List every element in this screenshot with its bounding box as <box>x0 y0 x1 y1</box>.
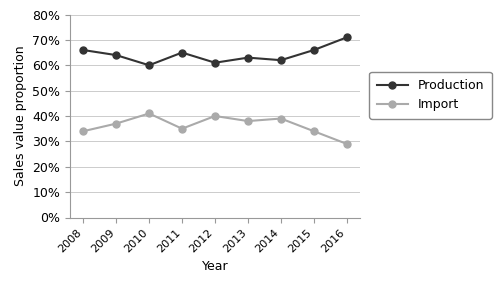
Production <box>113 53 119 57</box>
Import <box>311 129 317 133</box>
Import <box>146 112 152 115</box>
Import <box>113 122 119 125</box>
Legend: Production, Import: Production, Import <box>369 72 492 119</box>
Production <box>146 64 152 67</box>
Production <box>179 51 185 54</box>
Y-axis label: Sales value proportion: Sales value proportion <box>14 46 26 186</box>
Import <box>179 127 185 130</box>
Import <box>278 117 284 120</box>
Production <box>311 48 317 52</box>
Production <box>278 59 284 62</box>
Production <box>80 48 86 52</box>
Import <box>245 119 251 123</box>
Import <box>80 129 86 133</box>
X-axis label: Year: Year <box>202 260 228 273</box>
Production <box>245 56 251 59</box>
Line: Production: Production <box>80 34 350 69</box>
Import <box>212 114 218 118</box>
Import <box>344 142 350 146</box>
Line: Import: Import <box>80 110 350 147</box>
Production <box>212 61 218 64</box>
Production <box>344 36 350 39</box>
